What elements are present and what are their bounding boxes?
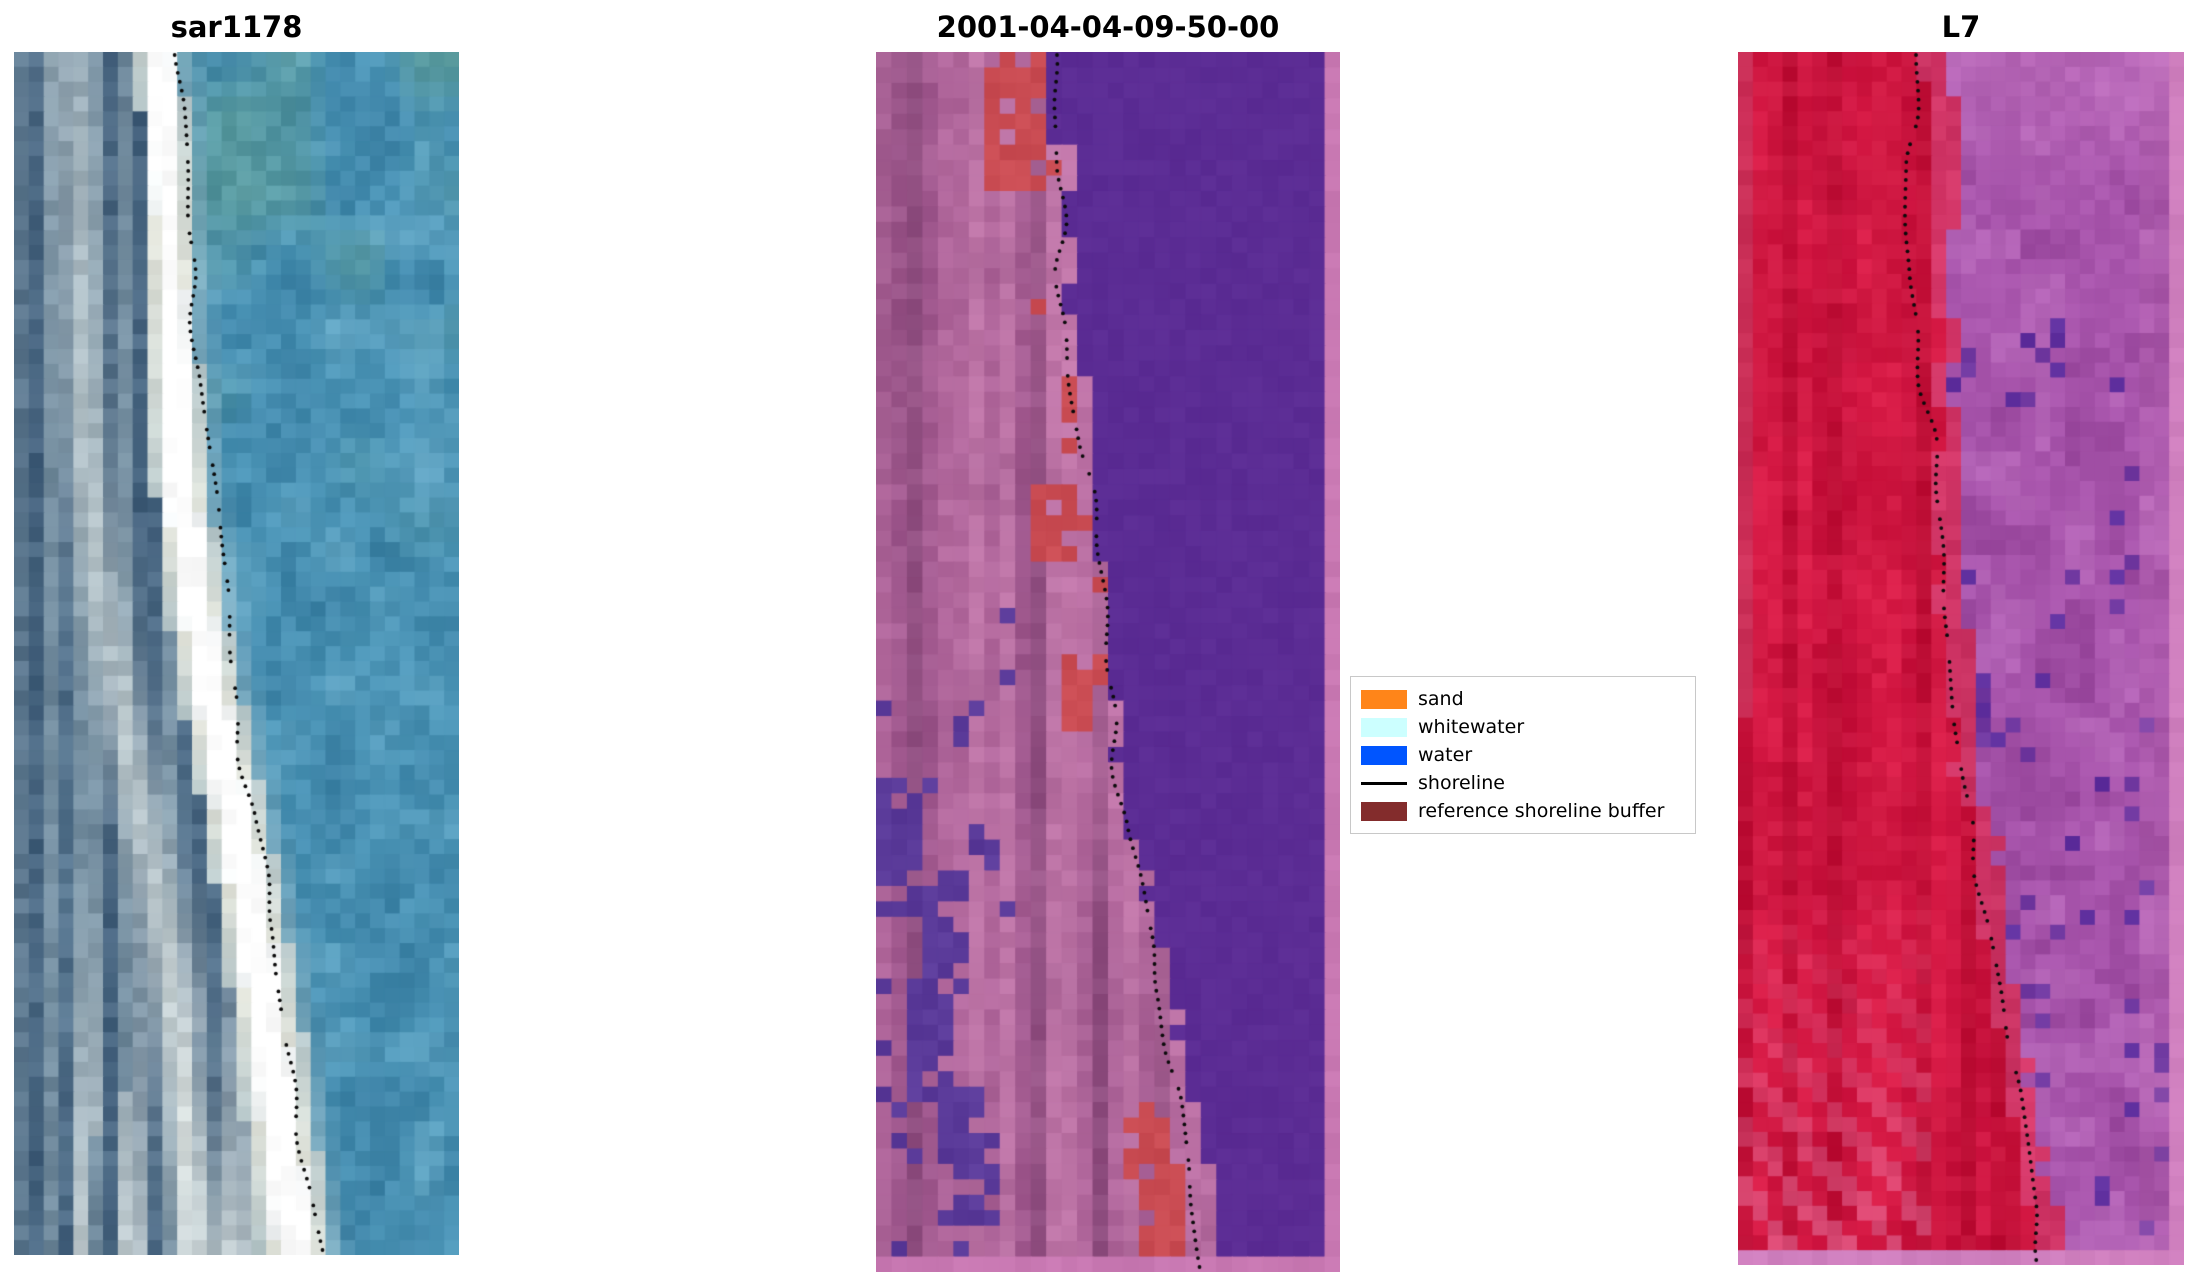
panel-title-l7: L7 [1941, 10, 1981, 44]
water-swatch-icon [1361, 745, 1407, 765]
legend-item-water: water [1361, 744, 1685, 766]
legend-label-water: water [1418, 744, 1473, 766]
shoreline-line-icon [1361, 774, 1407, 793]
legend-item-reference-buffer: reference shoreline buffer [1361, 800, 1685, 822]
legend: sand whitewater water shoreline referenc… [1350, 676, 1696, 834]
legend-item-sand: sand [1361, 688, 1685, 710]
legend-item-whitewater: whitewater [1361, 716, 1685, 738]
legend-label-sand: sand [1418, 688, 1464, 710]
sand-swatch-icon [1361, 689, 1407, 709]
reference-buffer-swatch-icon [1361, 801, 1407, 821]
whitewater-swatch-icon [1361, 717, 1407, 737]
satellite-image-l7 [1738, 52, 2184, 1265]
image-panel-classified [876, 52, 1340, 1272]
satellite-image-sar1178 [14, 52, 459, 1255]
legend-label-shoreline: shoreline [1418, 772, 1505, 794]
panel-title-sar1178: sar1178 [170, 10, 303, 44]
image-panel-sar1178 [14, 52, 459, 1255]
classified-image [876, 52, 1340, 1272]
legend-label-whitewater: whitewater [1418, 716, 1525, 738]
legend-item-shoreline: shoreline [1361, 772, 1685, 794]
image-panel-l7 [1738, 52, 2184, 1265]
panel-title-date: 2001-04-04-09-50-00 [936, 10, 1280, 44]
legend-label-reference-buffer: reference shoreline buffer [1418, 800, 1665, 822]
